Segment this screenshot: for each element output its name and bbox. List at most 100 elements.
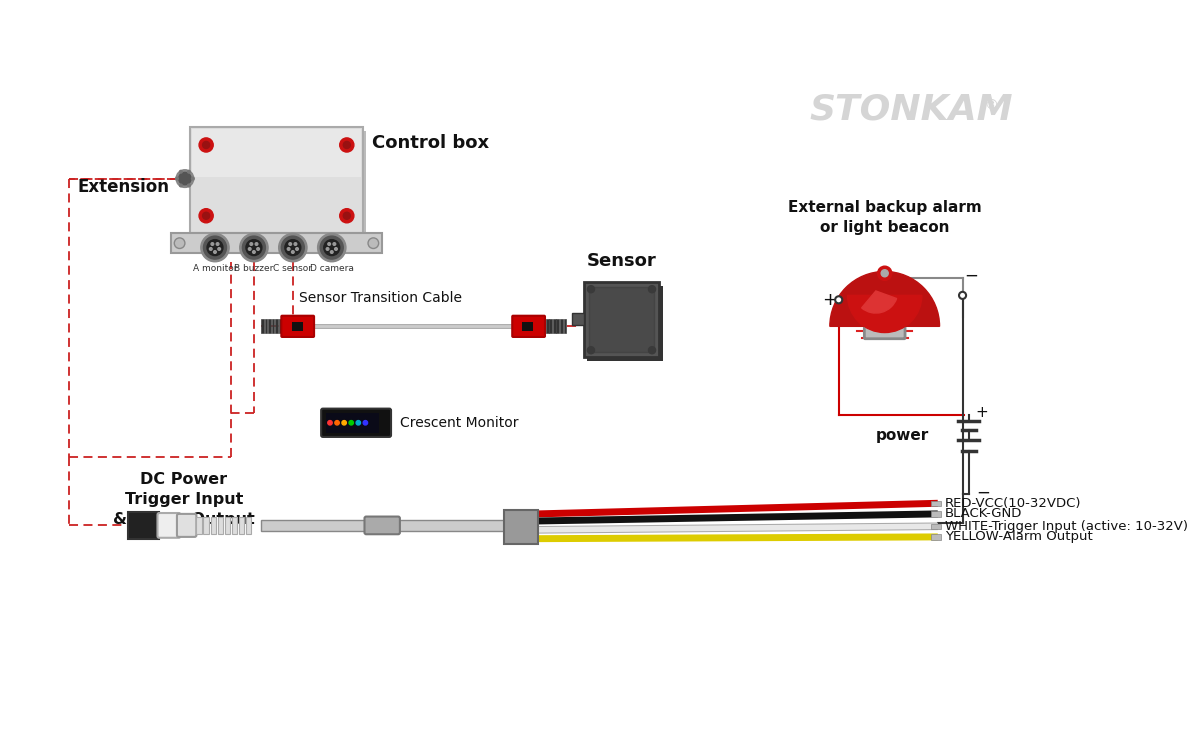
Circle shape bbox=[349, 421, 354, 425]
Wedge shape bbox=[862, 291, 896, 313]
FancyBboxPatch shape bbox=[246, 517, 251, 534]
Circle shape bbox=[199, 138, 214, 152]
Text: Extension: Extension bbox=[78, 178, 170, 196]
FancyBboxPatch shape bbox=[268, 320, 271, 334]
FancyBboxPatch shape bbox=[281, 316, 314, 337]
Circle shape bbox=[588, 286, 594, 292]
FancyBboxPatch shape bbox=[557, 320, 559, 334]
Text: External backup alarm
or light beacon: External backup alarm or light beacon bbox=[788, 200, 982, 236]
Circle shape bbox=[192, 177, 194, 180]
Circle shape bbox=[174, 238, 185, 248]
FancyBboxPatch shape bbox=[365, 517, 400, 534]
FancyBboxPatch shape bbox=[588, 286, 662, 361]
FancyBboxPatch shape bbox=[292, 322, 302, 331]
FancyBboxPatch shape bbox=[864, 322, 905, 339]
Circle shape bbox=[242, 236, 265, 259]
Circle shape bbox=[214, 251, 216, 254]
Circle shape bbox=[320, 236, 343, 259]
Circle shape bbox=[218, 248, 221, 250]
Circle shape bbox=[368, 238, 379, 248]
Circle shape bbox=[180, 184, 182, 187]
Text: +: + bbox=[822, 291, 838, 309]
Circle shape bbox=[343, 142, 350, 148]
Circle shape bbox=[294, 243, 296, 245]
FancyBboxPatch shape bbox=[217, 517, 223, 534]
Circle shape bbox=[200, 233, 229, 262]
Circle shape bbox=[324, 240, 340, 256]
FancyBboxPatch shape bbox=[584, 282, 659, 357]
Circle shape bbox=[877, 266, 892, 280]
Circle shape bbox=[278, 233, 307, 262]
Wedge shape bbox=[830, 272, 940, 326]
Circle shape bbox=[330, 251, 334, 254]
FancyBboxPatch shape bbox=[275, 320, 277, 334]
FancyBboxPatch shape bbox=[193, 130, 366, 237]
Circle shape bbox=[334, 243, 336, 245]
Circle shape bbox=[180, 170, 182, 173]
Circle shape bbox=[203, 142, 210, 148]
Text: B buzzer: B buzzer bbox=[234, 265, 274, 274]
Text: Sensor Transition Cable: Sensor Transition Cable bbox=[299, 291, 462, 305]
FancyBboxPatch shape bbox=[504, 510, 538, 544]
Circle shape bbox=[326, 248, 329, 250]
Text: DC Power
Trigger Input
& Alarm Output: DC Power Trigger Input & Alarm Output bbox=[113, 472, 254, 527]
FancyBboxPatch shape bbox=[264, 320, 268, 334]
FancyBboxPatch shape bbox=[271, 320, 275, 334]
Circle shape bbox=[256, 243, 258, 245]
FancyBboxPatch shape bbox=[128, 512, 160, 538]
Circle shape bbox=[588, 346, 594, 354]
Text: YELLOW-Alarm Output: YELLOW-Alarm Output bbox=[944, 530, 1093, 544]
Circle shape bbox=[881, 270, 888, 277]
Wedge shape bbox=[847, 296, 922, 332]
Circle shape bbox=[335, 421, 340, 425]
Circle shape bbox=[248, 248, 251, 250]
FancyBboxPatch shape bbox=[560, 320, 563, 334]
Circle shape bbox=[208, 240, 223, 256]
Circle shape bbox=[246, 240, 262, 256]
Circle shape bbox=[179, 172, 191, 184]
Circle shape bbox=[203, 212, 210, 219]
Circle shape bbox=[211, 243, 214, 245]
Text: −: − bbox=[976, 484, 990, 502]
FancyBboxPatch shape bbox=[170, 233, 382, 253]
FancyBboxPatch shape bbox=[232, 517, 238, 534]
Text: ®: ® bbox=[984, 99, 997, 113]
Text: STONKAM: STONKAM bbox=[810, 92, 1013, 127]
FancyBboxPatch shape bbox=[931, 512, 941, 517]
Circle shape bbox=[328, 243, 330, 245]
Circle shape bbox=[257, 248, 259, 250]
Circle shape bbox=[187, 184, 191, 187]
FancyBboxPatch shape bbox=[224, 517, 230, 534]
FancyBboxPatch shape bbox=[191, 128, 362, 233]
Circle shape bbox=[364, 421, 367, 425]
FancyBboxPatch shape bbox=[260, 520, 504, 531]
Text: power: power bbox=[876, 427, 929, 442]
Circle shape bbox=[252, 251, 256, 254]
FancyBboxPatch shape bbox=[546, 320, 548, 334]
Circle shape bbox=[204, 236, 227, 259]
Circle shape bbox=[959, 292, 966, 299]
FancyBboxPatch shape bbox=[210, 517, 216, 534]
FancyBboxPatch shape bbox=[931, 501, 941, 506]
FancyBboxPatch shape bbox=[204, 517, 209, 534]
FancyBboxPatch shape bbox=[571, 313, 584, 326]
FancyBboxPatch shape bbox=[260, 320, 264, 334]
Circle shape bbox=[289, 243, 292, 245]
FancyBboxPatch shape bbox=[322, 409, 391, 437]
Text: Control box: Control box bbox=[372, 134, 488, 152]
Circle shape bbox=[342, 421, 347, 425]
Circle shape bbox=[287, 248, 290, 250]
Circle shape bbox=[240, 233, 268, 262]
Circle shape bbox=[335, 248, 337, 250]
Circle shape bbox=[340, 209, 354, 223]
Text: A monitor: A monitor bbox=[193, 265, 238, 274]
Circle shape bbox=[318, 233, 346, 262]
FancyBboxPatch shape bbox=[197, 517, 202, 534]
FancyBboxPatch shape bbox=[589, 287, 654, 352]
Circle shape bbox=[648, 286, 655, 292]
Circle shape bbox=[175, 177, 179, 180]
Circle shape bbox=[284, 240, 301, 256]
Text: WHITE-Trigger Input (active: 10-32V): WHITE-Trigger Input (active: 10-32V) bbox=[944, 520, 1188, 532]
FancyBboxPatch shape bbox=[522, 322, 533, 331]
FancyBboxPatch shape bbox=[512, 316, 545, 337]
